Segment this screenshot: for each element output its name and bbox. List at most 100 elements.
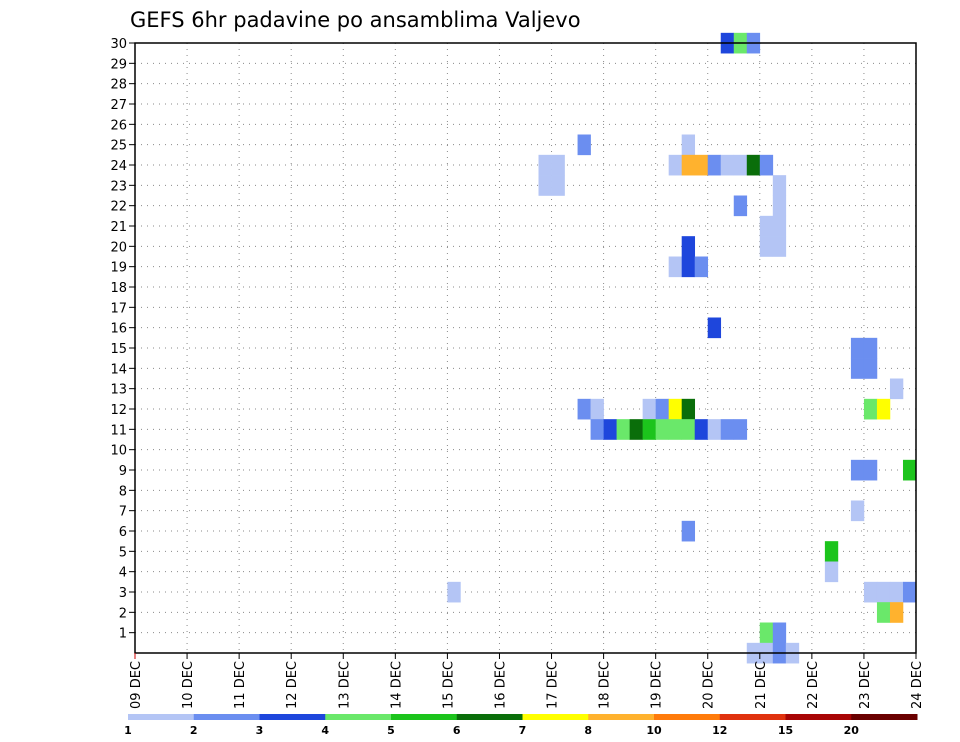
precip-cell: [759, 622, 774, 644]
precip-cell: [577, 134, 591, 156]
x-tick-label: 11 DEC: [233, 661, 248, 709]
precip-cell: [863, 398, 878, 420]
x-tick-label: 14 DEC: [389, 661, 404, 709]
grid: [135, 43, 916, 653]
precip-cell: [733, 419, 748, 440]
y-tick-label: 12: [110, 403, 127, 418]
y-tick-label: 20: [110, 240, 127, 255]
precip-cell: [863, 459, 878, 481]
precip-cell: [772, 195, 787, 217]
y-tick-label: 9: [119, 464, 127, 479]
precip-cell: [759, 154, 774, 176]
legend-swatch: [259, 714, 326, 720]
precip-cell: [707, 419, 722, 440]
precip-cell: [694, 154, 709, 176]
chart-title: GEFS 6hr padavine po ansamblima Valjevo: [130, 8, 581, 32]
precip-cell: [876, 581, 891, 603]
legend-label: 6: [453, 724, 461, 737]
legend-label: 8: [584, 724, 592, 737]
precip-cell: [720, 154, 735, 176]
x-tick-label: 10 DEC: [181, 661, 196, 709]
legend-swatch: [128, 714, 195, 720]
precip-cell: [889, 378, 904, 400]
y-tick-label: 14: [110, 362, 127, 377]
precip-cell: [863, 337, 878, 359]
precip-cell: [668, 256, 682, 278]
legend-swatch: [785, 714, 852, 720]
y-tick-label: 23: [110, 179, 127, 194]
legend-label: 5: [387, 724, 395, 737]
y-tick-label: 22: [110, 200, 127, 215]
precip-cell: [538, 175, 552, 196]
precip-cell: [681, 419, 696, 440]
precip-cell: [824, 541, 839, 562]
precip-cell: [759, 236, 774, 257]
precip-cell: [577, 398, 591, 420]
y-tick-label: 27: [110, 98, 127, 113]
legend-swatch: [193, 714, 260, 720]
legend-swatch: [588, 714, 655, 720]
precip-cell: [889, 602, 904, 623]
legend-swatch: [654, 714, 721, 720]
y-tick-label: 29: [110, 57, 127, 72]
y-tick-label: 6: [119, 525, 127, 540]
precip-cell: [668, 154, 682, 176]
legend-label: 10: [646, 724, 662, 737]
y-tick-label: 13: [110, 383, 127, 398]
legend-label: 15: [778, 724, 793, 737]
precip-cell: [603, 419, 617, 440]
precip-cell: [681, 398, 696, 420]
x-tick-label: 20 DEC: [702, 661, 717, 709]
precip-cell: [720, 419, 735, 440]
legend-swatch: [391, 714, 458, 720]
legend-label: 1: [124, 724, 132, 737]
precip-cell: [447, 581, 461, 603]
x-tick-label: 15 DEC: [441, 661, 456, 709]
legend-label: 20: [844, 724, 860, 737]
legend-swatch: [325, 714, 392, 720]
precip-cell: [681, 236, 696, 257]
precip-cell: [707, 317, 722, 339]
legend-swatch: [456, 714, 523, 720]
precip-cell: [850, 500, 865, 522]
x-tick-label: 09 DEC: [129, 661, 144, 709]
y-tick-label: 1: [119, 627, 127, 642]
precip-cell: [694, 419, 709, 440]
y-tick-label: 8: [119, 484, 127, 499]
precip-cells: [447, 32, 917, 664]
y-tick-label: 18: [110, 281, 127, 296]
x-tick-label: 16 DEC: [493, 661, 508, 709]
x-tick-label: 23 DEC: [858, 661, 873, 709]
y-tick-label: 4: [119, 566, 127, 581]
precip-cell: [642, 419, 656, 440]
precip-cell: [876, 398, 891, 420]
precip-cell: [772, 175, 787, 196]
precip-cell: [655, 419, 669, 440]
precip-cell: [733, 154, 748, 176]
precip-cell: [668, 419, 682, 440]
legend-label: 4: [321, 724, 329, 737]
precip-cell: [876, 602, 891, 623]
precip-cell: [850, 337, 865, 359]
precip-cell: [746, 154, 761, 176]
precip-cell: [733, 195, 748, 217]
legend-swatch: [719, 714, 786, 720]
x-tick-label: 24 DEC: [910, 661, 925, 709]
y-tick-label: 30: [110, 37, 127, 52]
legend-label: 7: [519, 724, 527, 737]
precip-cell: [850, 459, 865, 481]
x-tick-label: 17 DEC: [546, 661, 561, 709]
precip-cell: [551, 175, 565, 196]
y-tick-label: 24: [110, 159, 127, 174]
x-axis: 09 DEC 10 DEC 11 DEC 12 DEC 13 DEC 14 DEC 15 D…: [129, 653, 925, 709]
x-tick-label: 12 DEC: [285, 661, 300, 709]
x-tick-label: 19 DEC: [650, 661, 665, 709]
y-tick-label: 3: [119, 586, 127, 601]
y-tick-label: 28: [110, 78, 127, 93]
precip-cell: [772, 215, 787, 237]
precip-cell: [772, 622, 787, 644]
y-tick-label: 17: [110, 301, 127, 316]
y-tick-label: 21: [110, 220, 127, 235]
y-tick-label: 19: [110, 261, 127, 276]
